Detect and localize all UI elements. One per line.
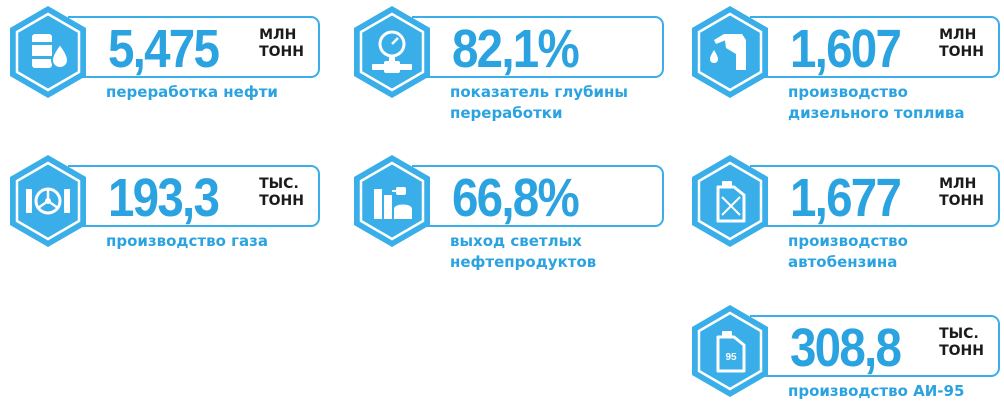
label-line: нефтепродуктов — [450, 253, 597, 271]
stat-box: 1,607 МЛН ТОНН — [750, 16, 1000, 78]
stat-box: 5,475 МЛН ТОНН — [68, 16, 320, 78]
stat-box: 193,3 ТЫС. ТОНН — [68, 165, 320, 227]
unit-line: МЛН — [259, 27, 297, 43]
label-line: производство АИ-95 — [788, 382, 965, 400]
refinery-tanks-icon — [350, 153, 434, 249]
stat-value: 66,8% — [452, 168, 580, 228]
stat-diesel-production: 1,607 МЛН ТОНН производство дизельного т… — [688, 4, 1004, 134]
stat-unit: МЛН ТОНН — [939, 176, 984, 210]
stat-box: 66,8% — [412, 165, 664, 227]
stat-label: производство автобензина — [788, 231, 908, 273]
stat-label: производство дизельного топлива — [788, 82, 965, 124]
unit-line: ТОНН — [939, 44, 984, 60]
label-line: автобензина — [788, 253, 898, 271]
stat-light-products-yield: 66,8% выход светлых нефтепродуктов — [350, 153, 670, 283]
label-line: переработка нефти — [106, 83, 278, 101]
stat-unit: ТЫС. ТОНН — [259, 176, 304, 210]
label-line: выход светлых — [450, 232, 582, 250]
stat-unit: МЛН ТОНН — [939, 27, 984, 61]
oil-barrel-drop-icon — [6, 4, 90, 100]
stat-gasoline-production: 1,677 МЛН ТОНН производство автобензина — [688, 153, 1004, 283]
stat-value: 308,8 — [790, 318, 902, 378]
stat-unit: ТЫС. ТОНН — [939, 326, 984, 360]
stat-box: 1,677 МЛН ТОНН — [750, 165, 1000, 227]
stat-box: 308,8 ТЫС. ТОНН — [750, 315, 1000, 377]
icon-octane-label: 95 — [725, 352, 737, 363]
jerrycan-icon — [688, 153, 772, 249]
stat-value: 5,475 — [108, 19, 220, 79]
stat-label: переработка нефти — [106, 82, 278, 103]
gas-valve-wheel-icon — [6, 153, 90, 249]
unit-line: ТОНН — [259, 193, 304, 209]
stat-oil-refining: 5,475 МЛН ТОНН переработка нефти — [6, 4, 326, 124]
stat-value: 82,1% — [452, 19, 580, 79]
stat-label: производство газа — [106, 231, 268, 252]
unit-line: ТЫС. — [939, 326, 979, 342]
stat-value: 1,607 — [790, 19, 902, 79]
fuel-nozzle-icon — [688, 4, 772, 100]
stat-refining-depth: 82,1% показатель глубины переработки — [350, 4, 670, 134]
stat-value: 1,677 — [790, 168, 902, 228]
label-line: переработки — [450, 104, 563, 122]
unit-line: МЛН — [939, 176, 977, 192]
unit-line: ТЫС. — [259, 176, 299, 192]
stat-label: выход светлых нефтепродуктов — [450, 231, 596, 273]
unit-line: ТОНН — [259, 44, 304, 60]
jerrycan-95-icon: 95 — [688, 303, 772, 399]
pressure-gauge-pipe-icon — [350, 4, 434, 100]
unit-line: ТОНН — [939, 343, 984, 359]
stat-label: производство АИ-95 — [788, 381, 964, 402]
label-line: производство газа — [106, 232, 268, 250]
label-line: показатель глубины — [450, 83, 628, 101]
stat-label: показатель глубины переработки — [450, 82, 628, 124]
stat-box: 82,1% — [412, 16, 664, 78]
stat-value: 193,3 — [108, 168, 220, 228]
unit-line: ТОНН — [939, 193, 984, 209]
label-line: производство — [788, 83, 908, 101]
label-line: производство — [788, 232, 908, 250]
stat-unit: МЛН ТОНН — [259, 27, 304, 61]
label-line: дизельного топлива — [788, 104, 965, 122]
stat-ai95-production: 308,8 ТЫС. ТОНН 95 производство АИ-95 — [688, 303, 1004, 417]
stat-gas-production: 193,3 ТЫС. ТОНН производство газа — [6, 153, 326, 273]
unit-line: МЛН — [939, 27, 977, 43]
